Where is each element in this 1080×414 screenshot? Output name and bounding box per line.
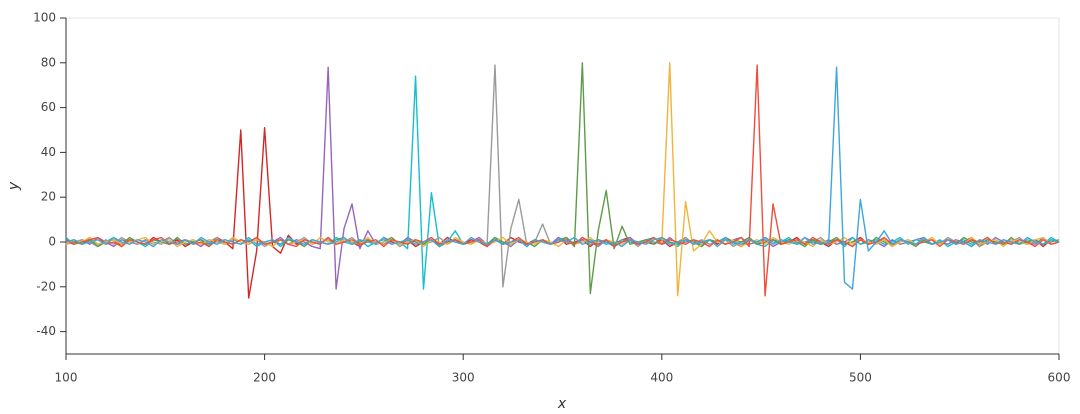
- series-line: [65, 66, 1060, 290]
- y-tick-label: 40: [41, 145, 56, 159]
- y-tick-label: 80: [41, 55, 56, 69]
- y-tick-label: -40: [36, 324, 56, 338]
- y-tick-label: 0: [48, 235, 56, 249]
- x-tick-label: 600: [1048, 371, 1071, 385]
- y-tick-label: 60: [41, 100, 56, 114]
- x-tick-label: 200: [253, 371, 276, 385]
- y-tick-label: 100: [33, 11, 56, 25]
- y-tick-label: 20: [41, 190, 56, 204]
- x-tick-label: 500: [849, 371, 872, 385]
- y-tick-label: -20: [36, 279, 56, 293]
- x-tick-label: 400: [650, 371, 673, 385]
- x-tick-label: 100: [55, 371, 78, 385]
- plot-frame: [65, 17, 1060, 355]
- x-tick-label: 300: [452, 371, 475, 385]
- y-axis-title: y: [6, 181, 22, 191]
- x-axis-title: x: [557, 396, 567, 412]
- series-line: [65, 62, 1060, 297]
